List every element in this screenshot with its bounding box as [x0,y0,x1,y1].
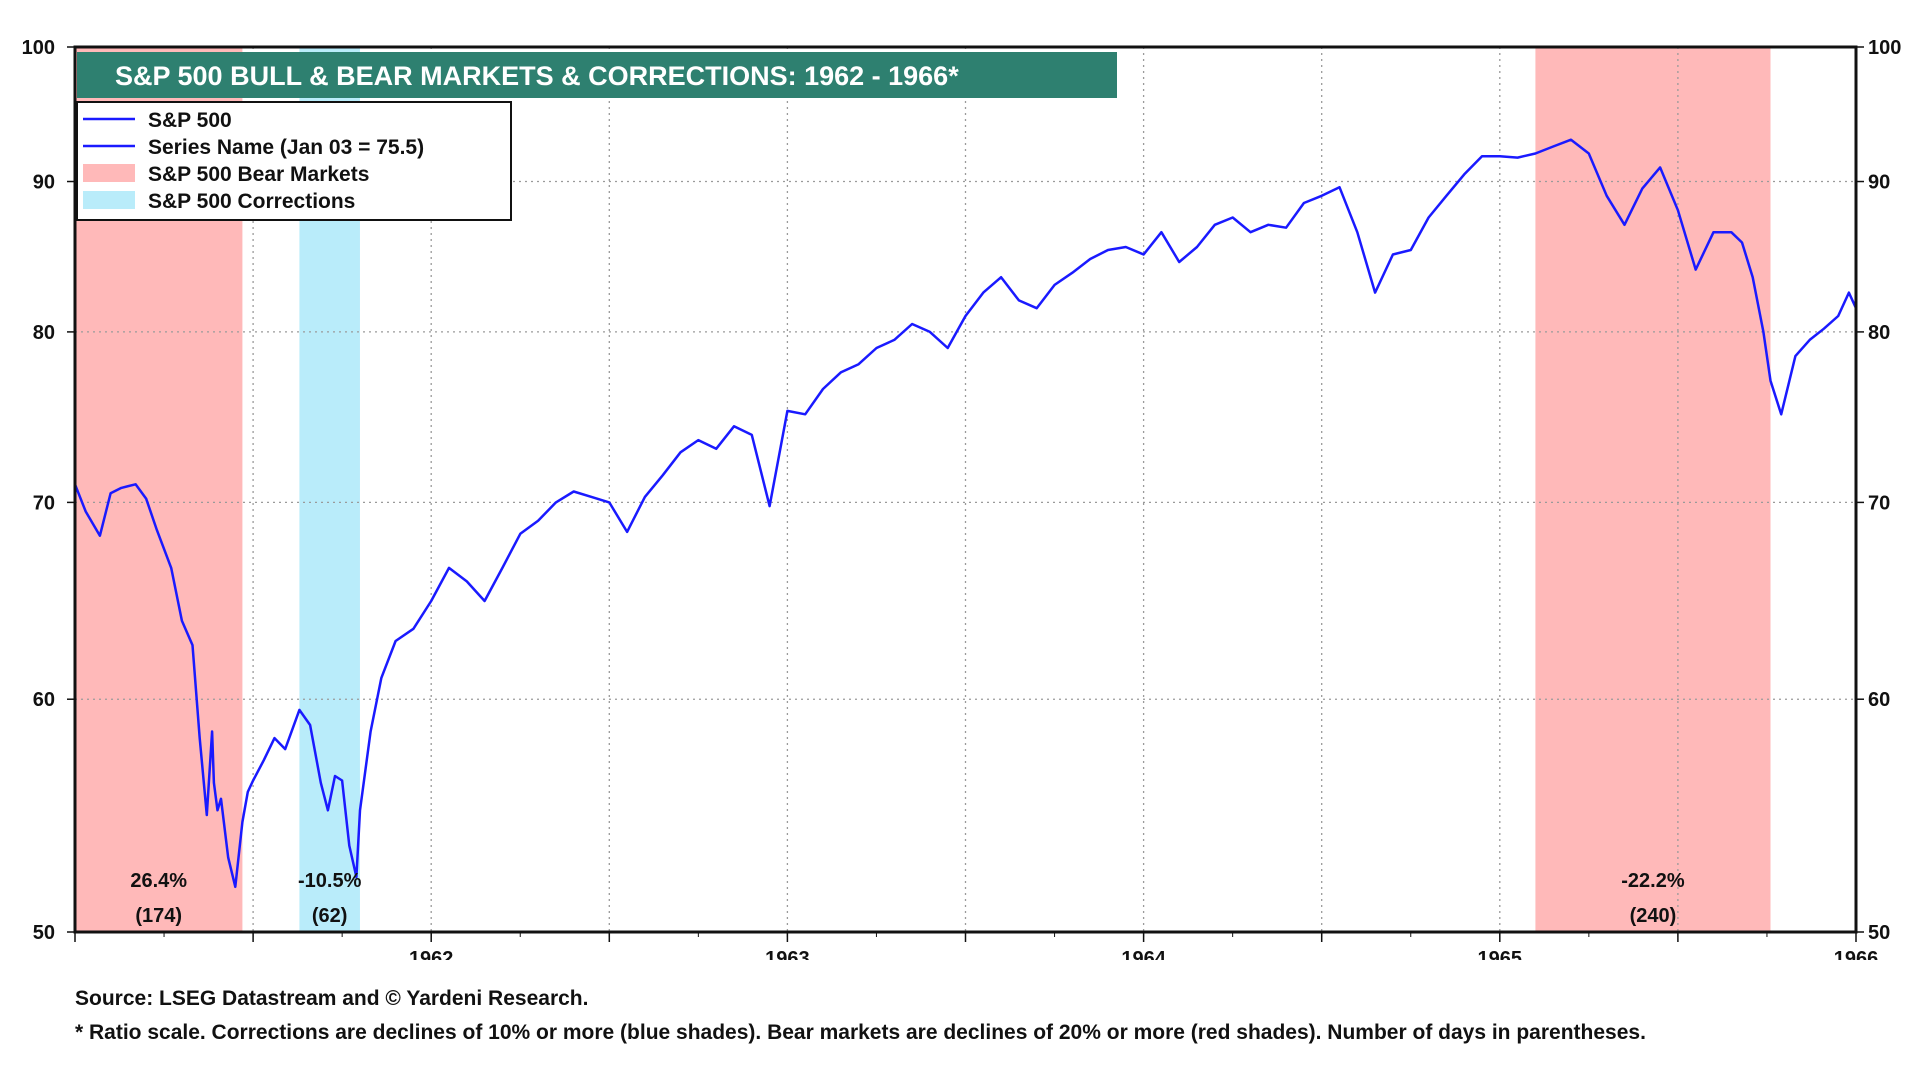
x-tick-label: 1965 [1478,948,1523,960]
legend-label: Series Name (Jan 03 = 75.5) [148,136,424,159]
x-tick-label: 1962 [409,948,454,960]
x-axis-ticks: 1962 1963 1964 1965 1966 [74,932,1879,960]
period-percent-label: -22.2% [1621,870,1685,892]
series-layer [73,138,1858,889]
legend-swatch-bear-icon [83,164,135,182]
legend-item-series-name: Series Name (Jan 03 = 75.5) [83,136,424,159]
chart-title-banner: S&P 500 BULL & BEAR MARKETS & CORRECTION… [77,52,1117,98]
period-percent-label: -10.5% [298,870,362,892]
title-background [77,52,1117,98]
footnote-text: * Ratio scale. Corrections are declines … [75,1021,1646,1044]
y-tick-label-left: 100 [22,37,55,59]
source-note: Source: LSEG Datastream and © Yardeni Re… [75,987,589,1010]
y-tick-label-right: 70 [1868,492,1890,514]
chart-title: S&P 500 BULL & BEAR MARKETS & CORRECTION… [115,61,959,91]
y-tick-label-right: 50 [1868,922,1890,944]
period-days-label: (62) [312,905,348,927]
legend-label: S&P 500 Corrections [148,190,355,213]
shaded-period-bear [1535,47,1771,932]
legend-box [76,101,512,221]
y-tick-label-left: 50 [33,922,55,944]
y-tick-label-right: 100 [1868,37,1901,59]
y-tick-label-right: 60 [1868,689,1890,711]
legend-swatch-correction-icon [83,191,135,209]
y-axis-ticks: 50 50 60 60 70 70 80 80 90 90 100 100 [22,37,1902,944]
legend-item-sp500: S&P 500 [83,109,232,132]
legend-label: S&P 500 Bear Markets [148,163,369,186]
series-line-sp500 [73,138,1858,889]
period-days-label: (240) [1630,905,1677,927]
y-tick-label-left: 60 [33,689,55,711]
period-percent-label: 26.4% [130,870,187,892]
period-days-label: (174) [135,905,182,927]
legend-item-bear-markets: S&P 500 Bear Markets [83,163,369,186]
x-tick-label: 1963 [765,948,810,960]
x-tick-label: 1966 [1834,948,1879,960]
x-tick-label: 1964 [1121,948,1166,960]
legend-item-corrections: S&P 500 Corrections [83,190,355,213]
y-tick-label-right: 90 [1868,172,1890,194]
legend-label: S&P 500 [148,109,232,132]
y-tick-label-left: 70 [33,492,55,514]
y-tick-label-right: 80 [1868,322,1890,344]
legend: S&P 500 Series Name (Jan 03 = 75.5) S&P … [76,101,512,221]
y-tick-label-left: 80 [33,322,55,344]
period-annotations: 26.4% (174) -10.5% (62) -22.2% (240) [130,870,1685,927]
y-tick-label-left: 90 [33,172,55,194]
